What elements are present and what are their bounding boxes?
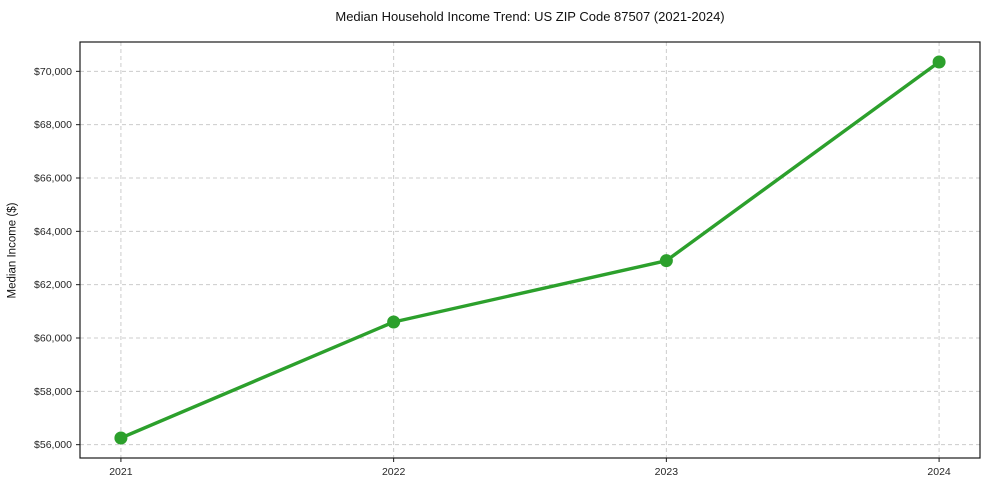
series-line [119, 60, 941, 440]
x-tick-label: 2024 [927, 466, 951, 478]
x-tick-label: 2021 [109, 466, 133, 478]
x-tick-label: 2022 [382, 466, 406, 478]
y-tick-label: $68,000 [34, 119, 72, 131]
plot-border [79, 41, 981, 459]
chart-title: Median Household Income Trend: US ZIP Co… [335, 9, 725, 24]
data-point-marker [387, 315, 401, 329]
y-tick-label: $64,000 [34, 226, 72, 238]
x-tick-label: 2023 [655, 466, 679, 478]
y-tick-label: $58,000 [34, 386, 72, 398]
y-tick-label: $60,000 [34, 333, 72, 345]
y-tick-label: $70,000 [34, 66, 72, 78]
data-point-marker [659, 254, 673, 268]
y-tick-label: $56,000 [34, 439, 72, 451]
data-point-marker [932, 55, 946, 69]
y-tick-label: $62,000 [34, 279, 72, 291]
data-point-marker [114, 431, 128, 445]
y-tick-label: $66,000 [34, 173, 72, 185]
